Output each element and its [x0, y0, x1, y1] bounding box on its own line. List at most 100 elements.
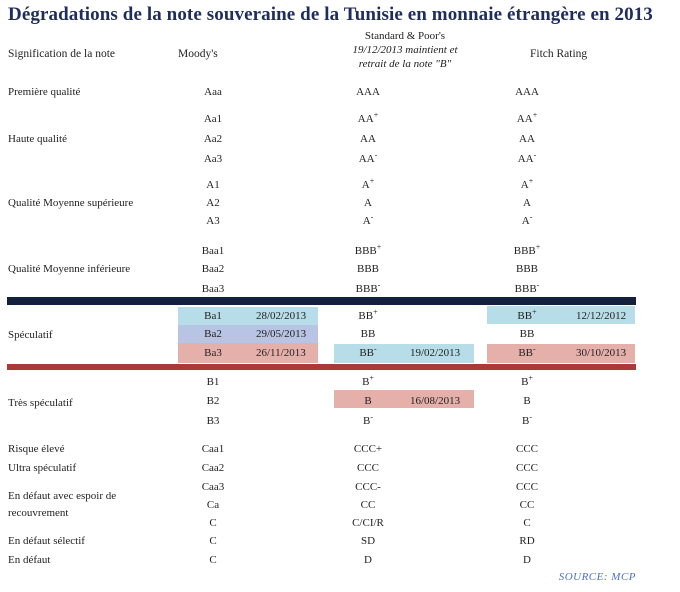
moodys-rating-text: Baa2: [201, 263, 225, 275]
sp-rating: CCC+: [338, 443, 398, 455]
band-moodys-ba2: [178, 325, 318, 343]
moodys-date: 26/11/2013: [256, 347, 306, 359]
moodys-rating: Aa2: [183, 133, 243, 145]
fitch-rating-text: BB: [519, 328, 535, 340]
sp-rating-text: B: [364, 395, 372, 407]
moodys-date: 29/05/2013: [256, 328, 306, 340]
category-speculatif: Spéculatif: [8, 329, 53, 341]
moodys-rating: C: [183, 535, 243, 547]
fitch-rating-text: CCC: [515, 443, 538, 455]
moodys-rating-text: Caa3: [201, 481, 225, 493]
moodys-date: 28/02/2013: [256, 310, 306, 322]
fitch-modifier: +: [528, 176, 534, 186]
sp-date: 16/08/2013: [410, 395, 460, 407]
header-moodys: Moody's: [178, 48, 218, 60]
fitch-rating: AAA: [497, 86, 557, 98]
fitch-rating-text: CC: [519, 499, 535, 511]
fitch-rating-text: BB: [517, 310, 533, 322]
moodys-rating-text: Aa1: [203, 113, 223, 125]
sp-rating: BB-: [338, 345, 398, 359]
sp-rating: BBB: [338, 263, 398, 275]
source-note: SOURCE: MCP: [558, 571, 636, 583]
sp-rating: A: [338, 197, 398, 209]
moodys-rating: C: [183, 554, 243, 566]
separator-speculative-grade: [7, 364, 636, 370]
fitch-rating: BBB: [497, 263, 557, 275]
category-premiere: Première qualité: [8, 86, 81, 98]
category-tres-spec: Très spéculatif: [8, 397, 73, 409]
sp-modifier: +: [373, 307, 378, 317]
fitch-modifier: -: [533, 150, 537, 160]
sp-rating-text: A: [362, 215, 371, 227]
sp-rating-text: A: [361, 179, 370, 191]
fitch-modifier: -: [529, 212, 533, 222]
fitch-rating-text: CCC: [515, 481, 538, 493]
moodys-rating: C: [183, 517, 243, 529]
fitch-modifier: +: [535, 242, 541, 252]
fitch-rating: A+: [497, 176, 557, 191]
band-sp-b: [334, 390, 474, 408]
fitch-rating-text: A: [523, 197, 531, 209]
fitch-rating: CCC: [497, 443, 557, 455]
fitch-rating-text: AA: [517, 153, 534, 165]
moodys-rating: Aa1: [183, 113, 243, 125]
moodys-rating-text: C: [209, 554, 217, 566]
fitch-rating: B+: [497, 374, 557, 388]
moodys-rating-text: Caa1: [201, 443, 225, 455]
sp-modifier: -: [370, 212, 374, 222]
fitch-rating-text: C: [523, 517, 531, 529]
fitch-rating-text: CCC: [515, 462, 538, 474]
sp-rating-text: CCC: [356, 462, 379, 474]
moodys-date-text: 28/02/2013: [256, 310, 307, 322]
category-ultra: Ultra spéculatif: [8, 462, 77, 474]
category-defaut-selectif: En défaut sélectif: [8, 535, 85, 547]
moodys-rating-text: Caa2: [201, 462, 225, 474]
fitch-date: 30/10/2013: [576, 347, 626, 359]
sp-rating: D: [338, 554, 398, 566]
fitch-rating-text: RD: [519, 535, 535, 547]
fitch-modifier: +: [532, 110, 538, 120]
moodys-rating-text: C: [209, 535, 217, 547]
moodys-rating: A3: [183, 215, 243, 227]
header-sp: Standard & Poor's 19/12/2013 maintient e…: [322, 29, 488, 71]
sp-rating-text: SD: [360, 535, 376, 547]
fitch-rating: CCC: [497, 481, 557, 493]
sp-rating: C/CI/R: [338, 517, 398, 529]
fitch-rating: BB+: [497, 308, 557, 322]
moodys-rating: A2: [183, 197, 243, 209]
moodys-rating-text: Ba3: [204, 347, 222, 359]
category-defaut-espoir-1: En défaut avec espoir de: [8, 490, 117, 502]
band-moodys-ba1: [178, 307, 318, 325]
moodys-rating-text: Ba2: [204, 328, 222, 340]
sp-rating-text: D: [364, 554, 372, 566]
sp-rating-text: BBB: [356, 263, 379, 275]
sp-rating: AAA: [338, 86, 398, 98]
moodys-rating: B2: [183, 395, 243, 407]
fitch-rating-text: AA: [516, 113, 533, 125]
sp-rating: BBB-: [338, 281, 398, 295]
sp-rating: B: [338, 395, 398, 407]
fitch-rating: AA-: [497, 150, 557, 165]
fitch-rating: B-: [497, 413, 557, 427]
moodys-rating-text: Aa3: [203, 153, 223, 165]
fitch-rating-text: AA: [519, 133, 535, 145]
moodys-rating-text: B3: [206, 415, 220, 427]
sp-rating: SD: [338, 535, 398, 547]
sp-rating-text: CC: [360, 499, 376, 511]
fitch-modifier: -: [533, 344, 536, 354]
sp-rating: AA+: [338, 111, 398, 125]
sp-modifier: +: [369, 373, 374, 383]
fitch-rating-text: A: [520, 179, 529, 191]
sp-rating-text: AA: [357, 113, 374, 125]
category-defaut: En défaut: [8, 554, 51, 566]
fitch-rating: BB: [497, 328, 557, 340]
moodys-rating-text: B2: [206, 395, 220, 407]
moodys-rating-text: C: [209, 517, 217, 529]
moodys-date-text: 26/11/2013: [256, 347, 306, 359]
sp-rating-text: C/CI/R: [352, 517, 384, 529]
header-category: Signification de la note: [8, 48, 115, 60]
sp-date-text: 19/02/2013: [410, 347, 461, 359]
sp-date: 19/02/2013: [410, 347, 460, 359]
sp-rating-text: BBB: [355, 283, 378, 295]
moodys-rating: Baa2: [183, 263, 243, 275]
